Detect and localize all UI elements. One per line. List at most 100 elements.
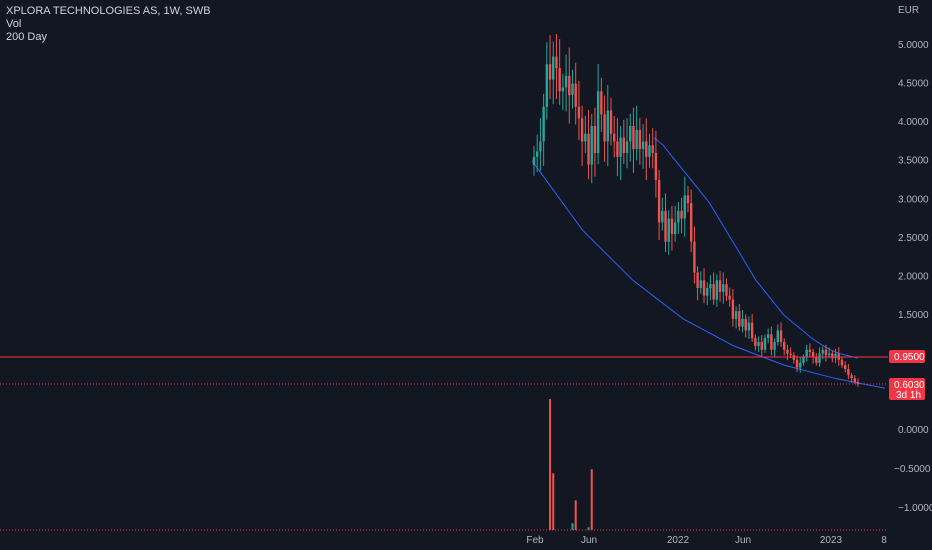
candle-body[interactable] — [699, 280, 703, 288]
candle-body[interactable] — [632, 126, 635, 150]
candle-body[interactable] — [552, 56, 555, 80]
candle-body[interactable] — [795, 359, 799, 368]
candle-body[interactable] — [667, 218, 670, 242]
candle-body[interactable] — [677, 210, 680, 223]
candle-body[interactable] — [686, 195, 690, 204]
volume-indicator-label[interactable]: Vol — [6, 18, 22, 30]
candle-body[interactable] — [596, 91, 600, 153]
candle-body[interactable] — [580, 118, 584, 142]
candle-body[interactable] — [744, 318, 747, 331]
candle-body[interactable] — [815, 357, 818, 363]
candle-body[interactable] — [773, 342, 776, 350]
candle-body[interactable] — [741, 318, 744, 327]
candle-body[interactable] — [577, 106, 581, 119]
candle-body[interactable] — [738, 311, 741, 327]
candle-body[interactable] — [770, 334, 773, 350]
candle-body[interactable] — [657, 180, 661, 223]
candle-body[interactable] — [645, 141, 648, 157]
candle-body[interactable] — [616, 141, 619, 157]
candle-body[interactable] — [651, 145, 654, 153]
candle-body[interactable] — [853, 378, 856, 383]
candle-body[interactable] — [750, 322, 754, 339]
candle-body[interactable] — [664, 210, 667, 242]
candle-body[interactable] — [786, 349, 789, 354]
candle-body[interactable] — [612, 133, 616, 142]
candle-body[interactable] — [542, 106, 545, 142]
candle-body[interactable] — [757, 342, 760, 346]
candle-body[interactable] — [715, 280, 719, 300]
candle-body[interactable] — [843, 365, 847, 369]
symbol-title[interactable]: XPLORA TECHNOLOGIES AS, 1W, SWB — [6, 5, 211, 17]
candle-body[interactable] — [654, 153, 658, 180]
candle-body[interactable] — [712, 284, 715, 300]
candle-body[interactable] — [622, 137, 626, 153]
candle-body[interactable] — [693, 241, 696, 273]
candle-body[interactable] — [776, 330, 780, 342]
candle-body[interactable] — [673, 222, 677, 234]
candle-body[interactable] — [648, 145, 651, 157]
candle-body[interactable] — [811, 352, 815, 358]
candle-body[interactable] — [760, 342, 763, 350]
candle-body[interactable] — [558, 68, 561, 92]
candle-body[interactable] — [725, 284, 728, 296]
candle-body[interactable] — [590, 126, 593, 165]
candle-body[interactable] — [840, 359, 844, 366]
candle-body[interactable] — [603, 114, 606, 142]
candle-body[interactable] — [834, 353, 837, 359]
candle-body[interactable] — [706, 288, 709, 296]
candle-body[interactable] — [709, 284, 712, 288]
candle-body[interactable] — [824, 349, 828, 356]
candle-body[interactable] — [722, 284, 725, 292]
candle-body[interactable] — [539, 141, 542, 152]
candle-body[interactable] — [856, 382, 860, 385]
candle-body[interactable] — [747, 322, 751, 331]
candle-body[interactable] — [808, 349, 812, 353]
candle-body[interactable] — [766, 334, 770, 339]
candle-body[interactable] — [818, 353, 821, 363]
candle-body[interactable] — [571, 83, 574, 96]
candle-body[interactable] — [532, 156, 536, 166]
candle-body[interactable] — [629, 126, 632, 142]
candle-body[interactable] — [718, 280, 722, 292]
candle-body[interactable] — [606, 110, 609, 142]
candle-body[interactable] — [728, 295, 731, 300]
candle-body[interactable] — [568, 75, 571, 96]
candle-body[interactable] — [641, 141, 645, 150]
candle-body[interactable] — [587, 133, 590, 165]
candle-body[interactable] — [536, 151, 539, 157]
candle-body[interactable] — [638, 129, 642, 150]
candle-body[interactable] — [850, 375, 853, 379]
candle-body[interactable] — [821, 349, 824, 354]
candle-body[interactable] — [799, 362, 802, 368]
candle-body[interactable] — [548, 64, 552, 80]
candle-body[interactable] — [609, 110, 613, 134]
candle-body[interactable] — [619, 137, 622, 157]
candle-body[interactable] — [802, 357, 805, 363]
candle-body[interactable] — [680, 210, 683, 219]
candle-body[interactable] — [734, 311, 738, 319]
candle-body[interactable] — [702, 280, 706, 296]
candle-body[interactable] — [696, 272, 699, 288]
candle-body[interactable] — [635, 129, 638, 150]
candle-body[interactable] — [574, 83, 577, 107]
candle-body[interactable] — [555, 56, 558, 69]
ma-indicator-label[interactable]: 200 Day — [6, 31, 47, 43]
candle-body[interactable] — [763, 338, 767, 350]
candle-body[interactable] — [805, 349, 808, 358]
candle-body[interactable] — [661, 210, 664, 223]
candle-body[interactable] — [584, 133, 587, 142]
candle-body[interactable] — [789, 353, 792, 356]
candle-body[interactable] — [561, 87, 565, 92]
candle-body[interactable] — [827, 353, 831, 356]
candle-body[interactable] — [600, 91, 603, 115]
candle-body[interactable] — [670, 218, 674, 234]
candle-body[interactable] — [731, 299, 735, 319]
candle-body[interactable] — [754, 338, 757, 346]
candle-body[interactable] — [689, 203, 693, 242]
price-level-badge[interactable] — [889, 350, 925, 363]
last-price-badge[interactable] — [889, 378, 925, 400]
candle-body[interactable] — [564, 75, 568, 88]
candle-body[interactable] — [683, 195, 686, 219]
candle-body[interactable] — [847, 369, 850, 376]
